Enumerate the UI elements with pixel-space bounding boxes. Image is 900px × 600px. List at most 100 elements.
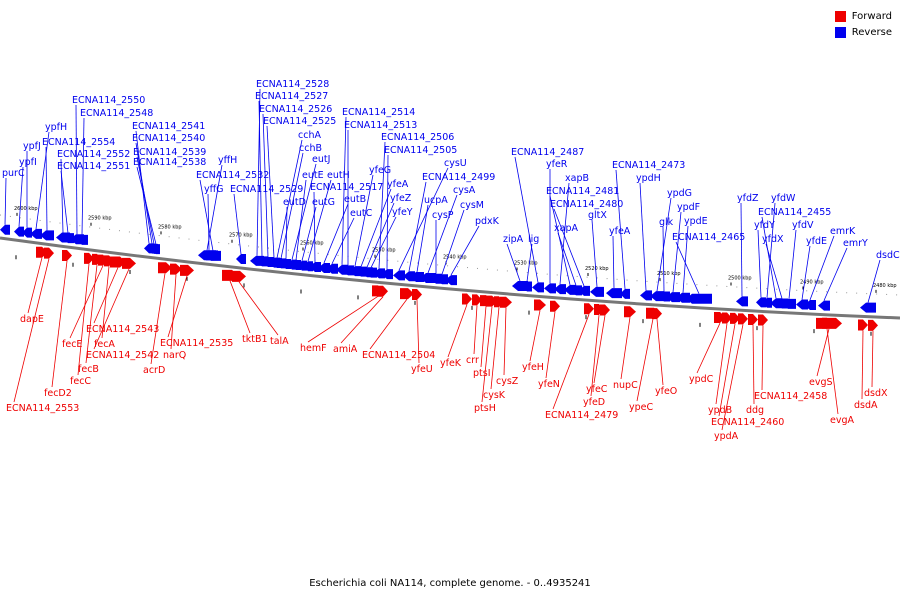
tick-label: 2580 kbp — [158, 224, 182, 230]
gene-leader — [672, 211, 682, 293]
gene-leader — [816, 328, 830, 377]
gene-label: fecE — [62, 339, 82, 350]
gene-arrow — [326, 263, 338, 274]
gene-arrow — [62, 233, 74, 244]
gene-label: ECNA114_2535 — [160, 338, 233, 349]
gene-label: yfeY — [392, 207, 413, 218]
tick-label: 2600 kbp — [14, 206, 38, 212]
gene-leader — [408, 181, 427, 272]
gene-label: ECNA114_2505 — [384, 145, 457, 156]
gene-label: ECNA114_2540 — [132, 133, 205, 144]
gene-label: ECNA114_2455 — [758, 207, 831, 218]
gene-arrow — [578, 285, 590, 296]
gene-leader — [529, 310, 541, 362]
gene-label: cysA — [453, 185, 476, 196]
gene-label: ECNA114_2517 — [310, 182, 383, 193]
map-caption: Escherichia coli NA114, complete genome.… — [309, 578, 591, 589]
gene-leader — [85, 264, 98, 364]
gene-label: xapB — [565, 173, 589, 184]
gene-label: ECNA114_2514 — [342, 107, 415, 118]
gene-label: ECNA114_2554 — [42, 137, 115, 148]
gene-arrow — [410, 272, 424, 283]
gene-arrow — [303, 261, 313, 272]
gene-leader — [450, 225, 480, 276]
gene-label: yfeC — [586, 384, 608, 395]
gene-leader — [490, 307, 500, 390]
tick-label: 2490 kbp — [800, 279, 824, 285]
gene-leader — [861, 330, 864, 400]
gene-label: cysU — [444, 158, 467, 169]
gene-arrow — [666, 292, 680, 303]
gene-label: dsdX — [864, 388, 888, 399]
gene-label: ECNA114_2528 — [256, 79, 329, 90]
gene-label: eutC — [350, 208, 373, 219]
gene-leader — [51, 260, 68, 388]
gene-leader — [656, 319, 664, 386]
gene-leader — [675, 241, 700, 294]
gene-leader — [280, 152, 304, 259]
gene-label: ECNA114_2480 — [550, 199, 623, 210]
gene-leader — [590, 314, 600, 397]
gene-label: ECNA114_2506 — [381, 132, 454, 143]
gene-label: eutE — [302, 170, 324, 181]
gene-label: ECNA114_2553 — [6, 403, 79, 414]
gene-label: ECNA114_2529 — [230, 184, 303, 195]
gene-label: eutG — [312, 197, 335, 208]
gene-arrow — [22, 227, 32, 238]
gene-arrow — [378, 285, 388, 297]
gene-arrow — [584, 303, 594, 315]
gene-leader — [69, 265, 104, 339]
backbone-line — [0, 236, 900, 320]
gene-label: ypeC — [629, 402, 653, 413]
gene-arrow — [297, 260, 307, 271]
gene-label: ypdG — [667, 188, 692, 199]
gene-leader — [615, 169, 626, 289]
gene-leader — [13, 258, 50, 403]
gene-leader — [823, 247, 848, 301]
tick-label: 2590 kbp — [88, 216, 112, 222]
gene-leader — [480, 306, 487, 368]
gene-leader — [593, 315, 606, 384]
gene-label: ECNA114_2541 — [132, 121, 205, 132]
tick-label: 2530 kbp — [514, 260, 538, 266]
gene-arrow — [762, 297, 772, 308]
gene-arrow — [544, 283, 556, 294]
gene-leader — [45, 146, 48, 231]
gene-leader — [662, 226, 665, 292]
gene-arrow — [652, 308, 662, 320]
gene-leader — [386, 154, 389, 270]
gene-arrow — [373, 268, 385, 279]
gene-arrow — [365, 267, 377, 278]
gene-leader — [752, 324, 755, 405]
gene-arrow — [318, 262, 330, 273]
gene-label: glk — [659, 217, 674, 228]
gene-arrow — [860, 302, 876, 313]
gene-label: dsdC — [876, 250, 900, 261]
gene-leader — [718, 323, 736, 417]
gene-leader — [557, 232, 577, 286]
gene-leader — [447, 304, 468, 358]
gene-leader — [378, 141, 386, 269]
gene-label: ptsH — [474, 403, 496, 414]
gene-leader — [340, 296, 384, 344]
gene-label: ECNA114_2481 — [546, 186, 619, 197]
gene-leader — [757, 229, 762, 298]
gene-label: fecD2 — [44, 388, 72, 399]
gene-leader — [441, 209, 465, 275]
genome-backbone — [0, 214, 900, 320]
gene-arrow — [445, 275, 457, 286]
gene-leader — [136, 166, 157, 245]
gene-label: xapA — [554, 223, 578, 234]
gene-label: yffG — [204, 184, 224, 195]
gene-leader — [341, 116, 347, 265]
gene-leader — [18, 166, 24, 227]
gene-label: zipA — [503, 234, 524, 245]
gene-label: cchB — [299, 143, 322, 154]
gene-arrow — [400, 288, 414, 300]
tick-label: 2550 kbp — [372, 248, 396, 254]
gene-label: amiA — [333, 344, 358, 355]
gene-label: eutJ — [312, 154, 330, 165]
gene-label: ypdH — [636, 173, 661, 184]
